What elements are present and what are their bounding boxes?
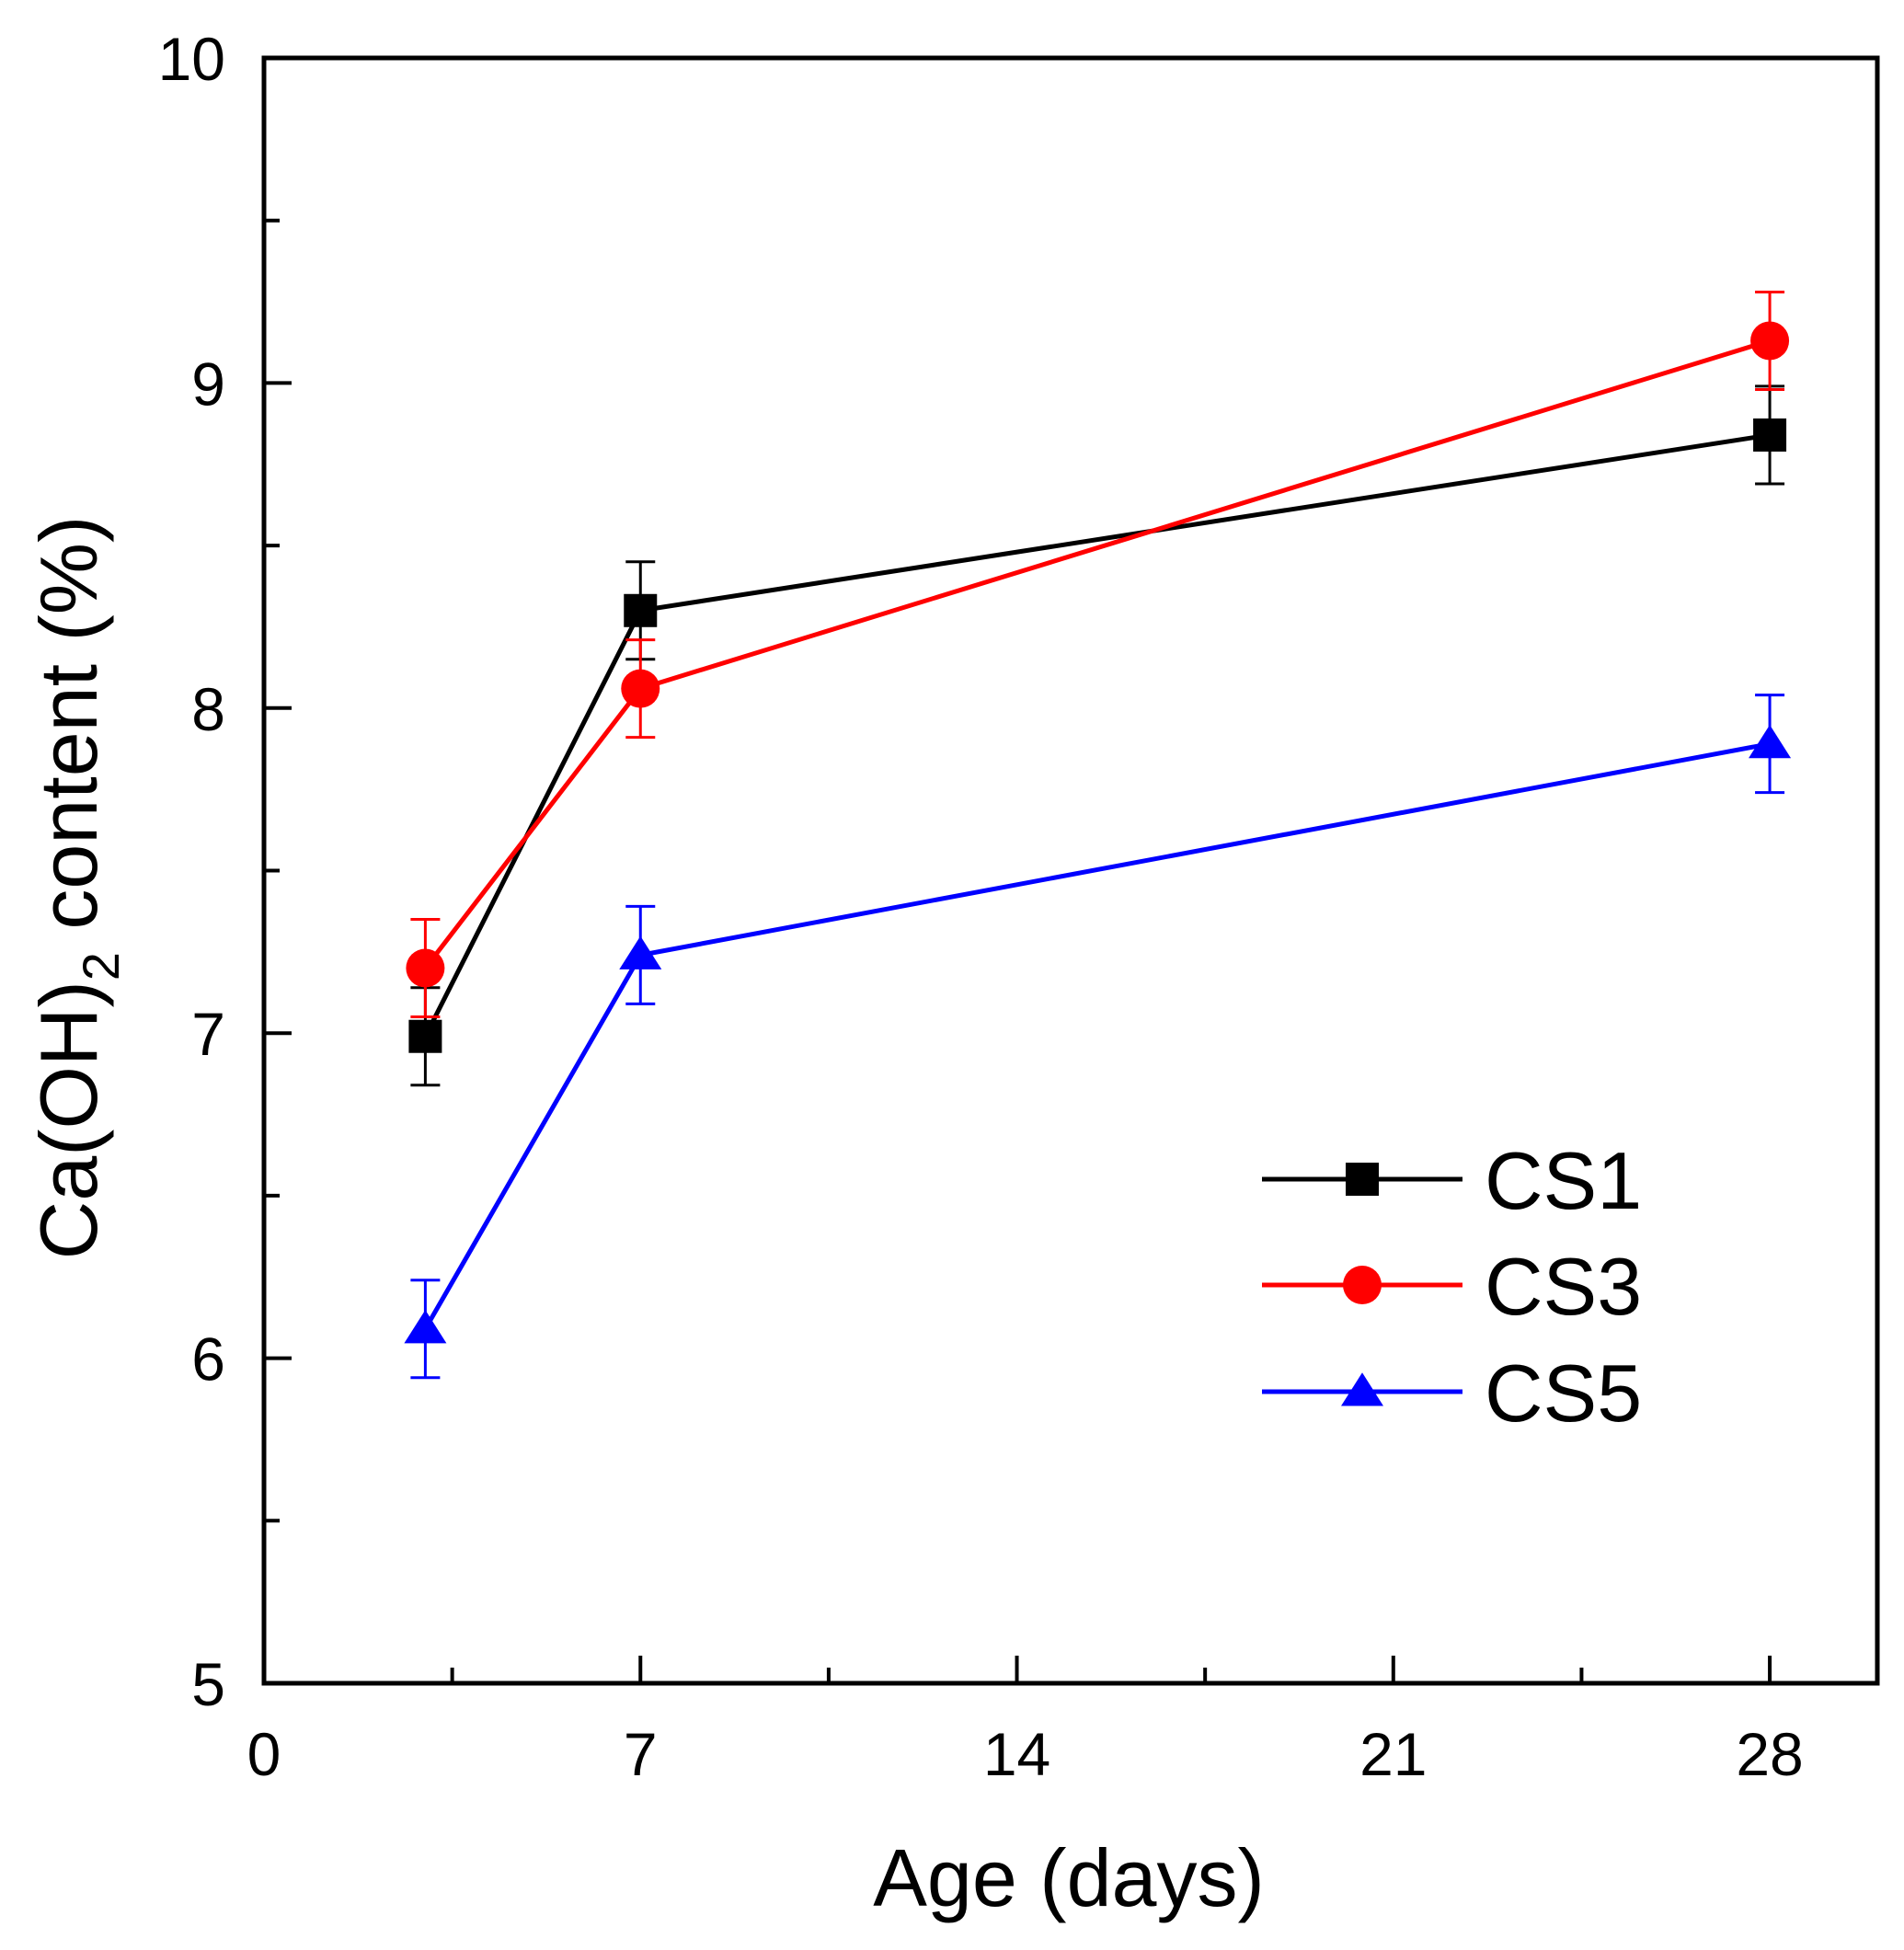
legend-marker-cs5 — [1341, 1372, 1383, 1406]
series-cs5 — [404, 694, 1792, 1380]
data-point-cs5 — [619, 935, 662, 969]
y-tick-label: 6 — [191, 1325, 225, 1394]
data-point-cs3 — [406, 948, 445, 988]
series-cs1 — [408, 384, 1787, 1087]
legend: CS1 CS3 CS5 — [1262, 1135, 1642, 1439]
legend-label-cs1: CS1 — [1485, 1135, 1642, 1226]
x-tick-label: 21 — [1359, 1720, 1427, 1788]
data-point-cs3 — [621, 669, 660, 708]
legend-item-cs5: CS5 — [1262, 1348, 1642, 1439]
y-tick-label: 9 — [191, 350, 225, 418]
data-point-cs5 — [404, 1310, 447, 1344]
y-tick-label: 7 — [191, 1000, 225, 1068]
series-line-cs3 — [423, 338, 1771, 970]
y-tick-label: 8 — [191, 675, 225, 743]
y-axis-title-tail: content (%) — [23, 516, 114, 952]
legend-item-cs3: CS3 — [1262, 1241, 1642, 1332]
y-axis-title: Ca(OH)2 content (%) — [23, 516, 130, 1260]
series-layer — [404, 290, 1792, 1380]
data-point-cs3 — [1750, 321, 1790, 361]
y-tick-label: 5 — [191, 1650, 225, 1718]
x-tick-label: 0 — [247, 1720, 281, 1788]
series-cs3 — [406, 290, 1790, 1019]
legend-marker-cs3 — [1343, 1266, 1382, 1304]
y-tick-label: 10 — [158, 25, 225, 93]
y-axis-title-main: Ca(OH) — [23, 981, 114, 1259]
x-tick-label: 28 — [1736, 1720, 1803, 1788]
x-tick-label: 14 — [983, 1720, 1050, 1788]
x-tick-label: 7 — [624, 1720, 658, 1788]
data-point-cs1 — [1753, 418, 1787, 452]
data-point-cs1 — [624, 593, 658, 627]
legend-label-cs3: CS3 — [1485, 1241, 1642, 1332]
legend-item-cs1: CS1 — [1262, 1135, 1642, 1226]
series-line-cs1 — [423, 432, 1771, 1038]
legend-marker-cs1 — [1346, 1163, 1379, 1196]
y-axis-title-subscript: 2 — [72, 952, 130, 981]
legend-label-cs5: CS5 — [1485, 1348, 1642, 1439]
data-point-cs1 — [408, 1019, 442, 1053]
x-axis-title: Age (days) — [873, 1832, 1265, 1923]
axes-layer: 0 7 14 21 28 5 6 7 8 9 10 — [158, 25, 1880, 1788]
plot-area-frame — [261, 55, 1880, 1686]
data-point-cs5 — [1749, 724, 1792, 759]
